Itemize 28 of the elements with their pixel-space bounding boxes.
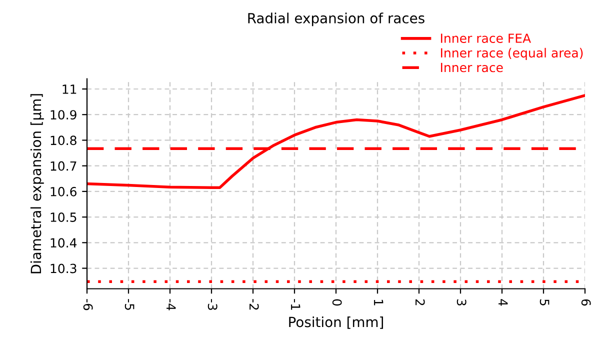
x-tick-label: 3 [456, 299, 466, 306]
x-tick-label: -3 [208, 299, 218, 310]
x-tick-label: -5 [124, 299, 134, 310]
y-axis-title: Diametral expansion [µm] [30, 94, 44, 274]
y-tick-label: 11 [62, 84, 76, 94]
chart-title: Radial expansion of races [248, 12, 424, 26]
x-tick-label: 5 [540, 299, 550, 306]
x-tick-label: -1 [291, 299, 300, 310]
x-tick-label: 1 [374, 300, 384, 306]
y-tick-label: 10.9 [50, 110, 76, 120]
line-series [87, 94, 585, 189]
x-tick-label: 0 [332, 299, 342, 306]
y-tick-label: 10.4 [50, 238, 77, 248]
x-axis-title: Position [mm] [289, 316, 383, 329]
x-tick-label: -2 [250, 299, 259, 310]
legend-label: Inner race (equal area) [441, 48, 583, 60]
x-tick-label: -6 [83, 299, 93, 310]
y-tick-label: 10.7 [50, 161, 76, 171]
x-tick-label: -4 [166, 299, 176, 310]
y-tick-label: 10.8 [50, 136, 76, 146]
y-tick-label: 10.6 [50, 186, 76, 196]
x-tick-label: 4 [498, 299, 508, 306]
legend-label: Inner race FEA [441, 34, 531, 43]
y-tick-label: 10.5 [50, 212, 76, 222]
x-tick-label: 6 [581, 299, 591, 306]
y-tick-label: 10.3 [50, 264, 76, 274]
legend-label: Inner race [441, 62, 503, 72]
x-tick-label: 2 [416, 299, 425, 306]
